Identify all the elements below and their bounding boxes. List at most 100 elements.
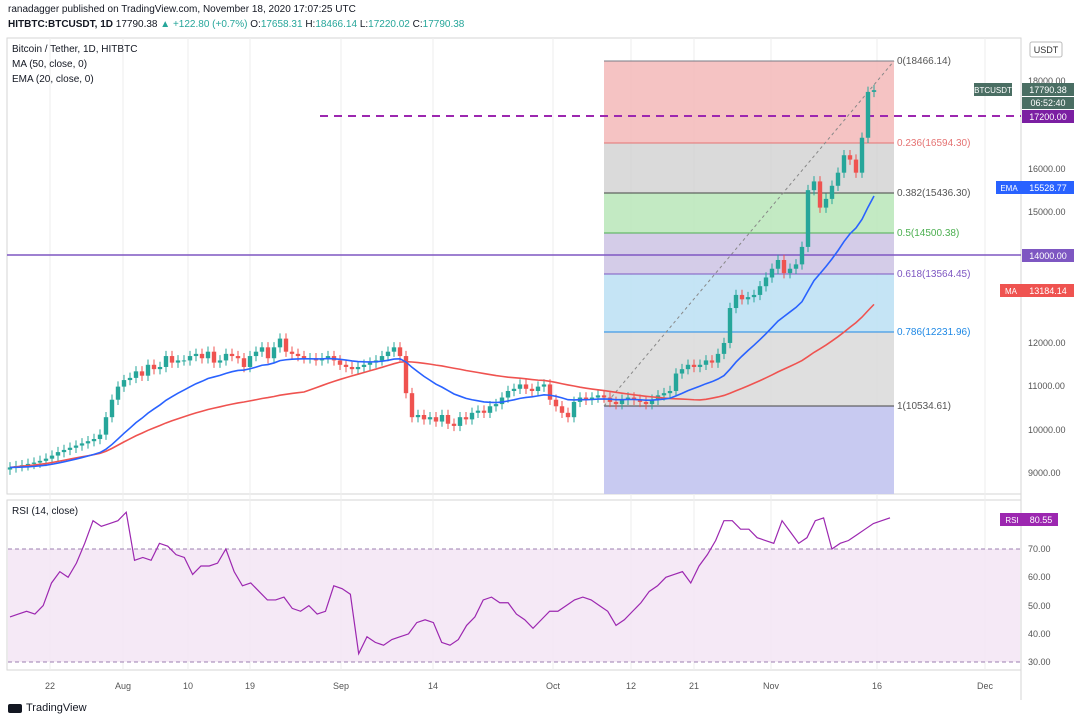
candle-body — [859, 137, 865, 173]
time-tick-dec: Dec — [977, 681, 994, 691]
trading-chart[interactable]: 0(18466.14) 0.236(16594.30) 0.382(15436.… — [0, 0, 1080, 700]
candle-body — [295, 353, 301, 357]
time-tick-12: 12 — [626, 681, 636, 691]
open-label: O: — [250, 19, 261, 30]
candle-body — [817, 181, 823, 208]
ma-tag-value: 13184.14 — [1029, 286, 1067, 296]
candle-body — [475, 410, 481, 413]
candle-body — [799, 246, 805, 265]
candle-body — [661, 393, 667, 396]
candle-body — [361, 364, 367, 367]
candle-body — [565, 412, 571, 418]
candle-body — [385, 351, 391, 357]
price-tick-10000: 10000.00 — [1028, 425, 1066, 435]
candle-body — [103, 417, 109, 435]
rsi-axis[interactable]: 70.00 60.00 50.00 40.00 30.00 — [1028, 544, 1051, 667]
candle-body — [205, 351, 211, 359]
currency-button[interactable] — [1029, 41, 1063, 58]
candle-body — [727, 308, 733, 343]
candle-body — [481, 410, 487, 413]
close-value: 17790.38 — [422, 19, 465, 30]
candle-body — [235, 356, 241, 359]
rsi-tick-40: 40.00 — [1028, 629, 1051, 639]
candle-body — [457, 417, 463, 426]
candle-body — [643, 401, 649, 405]
candle-body — [493, 404, 499, 407]
candle-body — [253, 351, 259, 357]
symbol-summary: HITBTC:BTCUSDT, 1D 17790.38 ▲ +122.80 (+… — [8, 19, 464, 30]
price-tick-16000: 16000.00 — [1028, 164, 1066, 174]
price-tick-12000: 12000.00 — [1028, 338, 1066, 348]
candle-body — [421, 414, 427, 420]
candle-body — [355, 366, 361, 370]
price-axis[interactable]: 18000.00 16000.00 15000.00 12000.00 1100… — [1028, 76, 1066, 478]
rsi-legend[interactable]: RSI (14, close) — [12, 506, 78, 517]
candle-body — [55, 452, 61, 456]
candle-body — [163, 356, 169, 367]
candle-body — [763, 277, 769, 287]
fibonacci-retracement[interactable] — [603, 60, 895, 494]
time-tick-22: 22 — [45, 681, 55, 691]
candle-body — [337, 360, 343, 365]
candle-body — [595, 395, 601, 398]
time-tick-nov: Nov — [763, 681, 780, 691]
price-tick-15000: 15000.00 — [1028, 207, 1066, 217]
candle-body — [223, 353, 229, 361]
candle-body — [811, 181, 817, 191]
fib-label-0236: 0.236(16594.30) — [897, 138, 970, 149]
ma-tag-text: MA — [1005, 287, 1018, 296]
candle-body — [301, 356, 307, 359]
rsi-band — [8, 549, 1020, 662]
price-tick-18000: 18000.00 — [1028, 76, 1066, 86]
candle-body — [523, 384, 529, 389]
candle-body — [229, 353, 235, 357]
candle-body — [193, 353, 199, 357]
candle-body — [67, 447, 73, 450]
price-axis-labels: BTCUSDT 17790.38 06:52:40 17200.00 EMA 1… — [974, 83, 1074, 297]
candle-body — [757, 286, 763, 295]
candle-body — [289, 351, 295, 354]
symbol-name[interactable]: HITBTC:BTCUSDT, 1D — [8, 19, 113, 30]
candle-body — [367, 362, 373, 365]
candle-body — [637, 399, 643, 402]
candle-body — [325, 356, 331, 359]
chart-header: ranadagger published on TradingView.com,… — [0, 0, 1080, 34]
candle-body — [61, 449, 67, 453]
candle-body — [715, 353, 721, 363]
time-axis[interactable]: 22 Aug 10 19 Sep 14 Oct 12 21 Nov 16 Dec — [45, 681, 994, 691]
candle-body — [283, 338, 289, 352]
candle-body — [547, 384, 553, 400]
candle-body — [427, 417, 433, 420]
tradingview-logo[interactable]: TradingView — [8, 702, 87, 714]
candle-body — [787, 268, 793, 274]
fib-label-0: 0(18466.14) — [897, 56, 951, 67]
footer: TradingView — [0, 700, 1080, 718]
candle-body — [589, 397, 595, 400]
candle-body — [181, 360, 187, 362]
candle-body — [469, 412, 475, 420]
time-tick-aug: Aug — [115, 681, 131, 691]
candle-body — [175, 360, 181, 363]
candle-body — [91, 439, 97, 442]
candle-body — [115, 386, 121, 400]
legend-ema[interactable]: EMA (20, close, 0) — [12, 74, 94, 85]
low-value: 17220.02 — [368, 19, 410, 30]
open-value: 17658.31 — [260, 19, 303, 30]
candle-body — [109, 399, 115, 418]
candlestick-series[interactable] — [7, 84, 877, 475]
legend-ma[interactable]: MA (50, close, 0) — [12, 59, 87, 70]
candle-body — [703, 360, 709, 365]
candle-body — [511, 388, 517, 391]
candle-body — [445, 414, 451, 424]
price-tick-9000: 9000.00 — [1028, 468, 1061, 478]
fib-label-0786: 0.786(12231.96) — [897, 327, 970, 338]
candle-body — [781, 260, 787, 274]
rsi-line[interactable] — [9, 510, 891, 656]
rsi-tick-50: 50.00 — [1028, 601, 1051, 611]
candle-body — [841, 155, 847, 173]
candle-body — [499, 397, 505, 405]
time-tick-oct: Oct — [546, 681, 561, 691]
ma50-line[interactable] — [9, 303, 875, 469]
candle-body — [673, 373, 679, 391]
ema20-line[interactable] — [9, 195, 875, 469]
